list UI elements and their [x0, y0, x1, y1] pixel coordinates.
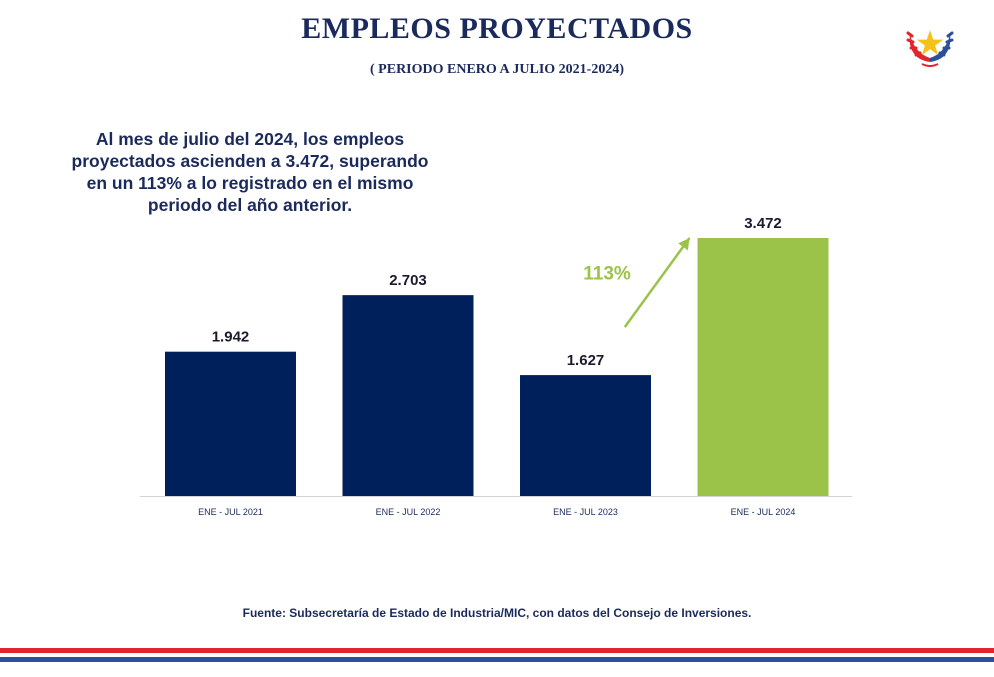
bar: [520, 375, 651, 496]
growth-percent-label: 113%: [583, 264, 631, 285]
data-label: 1.942: [212, 329, 250, 346]
data-label: 1.627: [567, 352, 605, 369]
growth-arrow-line: [623, 237, 691, 328]
bar: [165, 351, 296, 496]
x-tick-label: ENE - JUL 2024: [731, 507, 796, 517]
data-label: 3.472: [744, 215, 782, 232]
summary-note: Al mes de julio del 2024, los empleos pr…: [71, 129, 429, 215]
x-tick-label: ENE - JUL 2023: [553, 507, 618, 517]
x-tick-label: ENE - JUL 2021: [198, 507, 263, 517]
paraguay-emblem-icon: [906, 30, 954, 67]
bar: [697, 238, 829, 496]
source-note: Fuente: Subsecretaría de Estado de Indus…: [242, 606, 752, 620]
bar: [342, 295, 474, 496]
page-title: EMPLEOS PROYECTADOS: [301, 12, 693, 45]
page-subtitle: ( PERIODO ENERO A JULIO 2021-2024): [370, 62, 624, 77]
x-tick-label: ENE - JUL 2022: [376, 507, 441, 517]
red-stripe: [0, 648, 994, 653]
data-label: 2.703: [389, 272, 427, 289]
blue-stripe: [0, 657, 994, 662]
growth-arrow-head: [678, 238, 690, 251]
